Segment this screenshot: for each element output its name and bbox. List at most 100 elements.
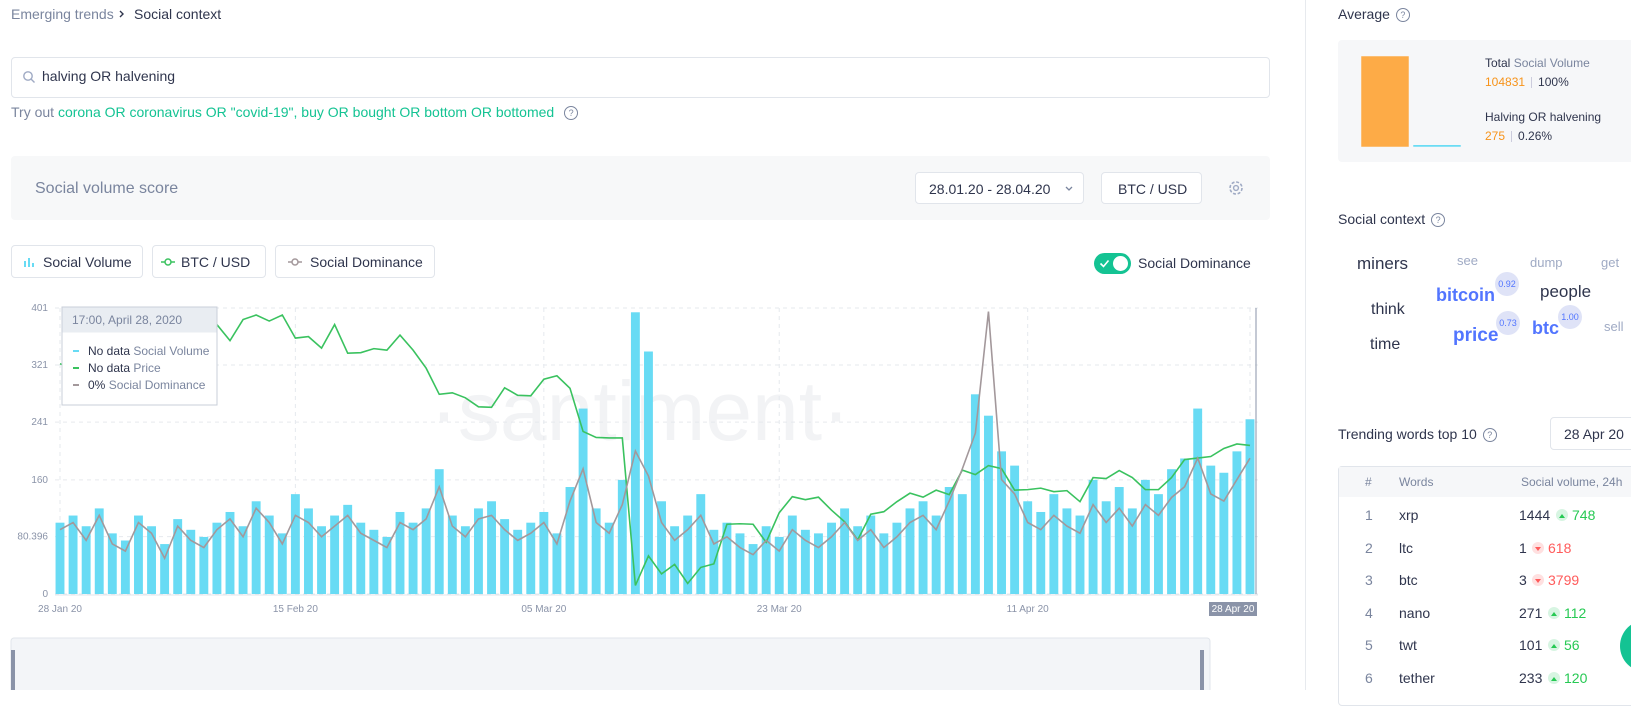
word[interactable]: sell — [1604, 320, 1624, 333]
tooltip-name: Price — [133, 361, 161, 375]
arrow — [1548, 673, 1560, 685]
toggle-switch[interactable] — [1094, 253, 1131, 274]
word: ltc — [1399, 540, 1413, 556]
navigator-handle — [1200, 650, 1204, 690]
tooltip-value: No data — [88, 361, 130, 375]
line-icon — [161, 257, 175, 267]
arrow — [1548, 608, 1560, 620]
word[interactable]: dump — [1530, 256, 1563, 269]
check-icon — [1099, 258, 1110, 269]
breadcrumb-parent[interactable]: Emerging trends — [11, 6, 114, 22]
date-range-button[interactable]: 28.01.20 - 28.04.20 — [915, 172, 1084, 204]
metric-label: Social Dominance — [310, 254, 423, 270]
word: btc — [1399, 572, 1418, 588]
bar — [696, 494, 705, 594]
column-header: # — [1365, 475, 1372, 489]
word[interactable]: btc — [1532, 319, 1559, 337]
arrow — [1532, 543, 1544, 555]
metric-button[interactable]: Social Dominance — [275, 245, 435, 278]
help-icon[interactable]: ? — [1431, 213, 1445, 227]
rank: 3 — [1365, 572, 1373, 588]
change: 748 — [1572, 507, 1595, 523]
bar — [971, 394, 980, 594]
arrow — [1532, 575, 1544, 587]
y-tick-label: 321 — [31, 360, 48, 371]
volume: 1444 — [1519, 507, 1550, 523]
date: 28 Apr 20 — [1564, 426, 1624, 442]
y-tick-label: 160 — [31, 475, 48, 486]
trend-icon — [1556, 509, 1568, 521]
bar — [1193, 409, 1202, 594]
bar — [579, 409, 588, 594]
trend-icon — [1548, 607, 1560, 619]
search-box[interactable] — [11, 57, 1270, 98]
pair: BTC / USD — [1118, 181, 1187, 197]
word[interactable]: think — [1371, 302, 1405, 318]
tooltip-row: No data Price — [88, 361, 161, 375]
settings-icon[interactable] — [1227, 179, 1245, 197]
trend-icon — [1532, 542, 1544, 554]
x-tick-label: 28 Apr 20 — [1212, 604, 1255, 615]
x-tick-label: 23 Mar 20 — [757, 604, 802, 615]
word[interactable]: time — [1370, 337, 1400, 353]
word[interactable]: miners — [1357, 255, 1408, 272]
average-label: Halving OR halvening — [1485, 110, 1601, 124]
bar — [1115, 487, 1124, 594]
help-icon[interactable]: ? — [1396, 8, 1410, 22]
bar — [1062, 508, 1071, 594]
title-text: Social context — [1338, 211, 1425, 227]
value: 275 — [1485, 129, 1505, 143]
word[interactable]: see — [1457, 254, 1478, 267]
separator — [1511, 131, 1512, 142]
bar — [1089, 480, 1098, 594]
metric-label: BTC / USD — [181, 254, 250, 270]
help-icon[interactable]: ? — [564, 106, 578, 120]
date-range: 28.01.20 - 28.04.20 — [929, 181, 1050, 197]
suggestion-queries[interactable]: corona OR coronavirus OR "covid-19", buy… — [58, 104, 554, 120]
search-icon — [22, 70, 36, 84]
y-tick-label: 0 — [42, 589, 48, 600]
word: twt — [1399, 637, 1417, 653]
pair-button[interactable]: BTC / USD — [1101, 172, 1202, 204]
bar-icon — [24, 257, 34, 267]
bar — [474, 508, 483, 594]
label: Social Volume — [1514, 56, 1590, 70]
word[interactable]: get — [1601, 256, 1619, 269]
x-tick-label: 05 Mar 20 — [521, 604, 566, 615]
tooltip-row: No data Social Volume — [88, 344, 210, 358]
search-query[interactable]: halving OR halvening — [42, 68, 175, 84]
bar — [56, 523, 65, 594]
word[interactable]: people — [1540, 283, 1591, 300]
label-strong: Total — [1485, 56, 1510, 70]
x-tick-label: 11 Apr 20 — [1007, 604, 1050, 615]
metric-button[interactable]: Social Volume — [11, 245, 143, 278]
social-context-title: Social context? — [1338, 211, 1445, 227]
bar — [291, 494, 300, 594]
tooltip-name: Social Volume — [133, 344, 209, 358]
bar — [618, 480, 627, 594]
tooltip-value: 0% — [88, 378, 106, 392]
trending-date[interactable]: 28 Apr 20 — [1550, 417, 1631, 450]
tooltip-name: Social Dominance — [109, 378, 206, 392]
trend-icon — [1548, 672, 1560, 684]
bar — [1167, 469, 1176, 594]
average-title: Average? — [1338, 6, 1410, 22]
divider — [1305, 0, 1306, 690]
bar — [134, 516, 143, 594]
label-strong: Halving OR halvening — [1485, 110, 1601, 124]
change: 120 — [1564, 670, 1587, 686]
word[interactable]: bitcoin — [1436, 286, 1495, 304]
breadcrumb-current: Social context — [134, 6, 221, 22]
word[interactable]: price — [1453, 326, 1498, 345]
breadcrumb-separator — [117, 9, 127, 19]
y-tick-label: 80.396 — [17, 532, 48, 543]
change: 56 — [1564, 637, 1580, 653]
y-tick-label: 401 — [31, 303, 48, 314]
change: 112 — [1564, 605, 1586, 621]
metric-button[interactable]: BTC / USD — [152, 245, 266, 278]
help-icon[interactable]: ? — [1483, 428, 1497, 442]
